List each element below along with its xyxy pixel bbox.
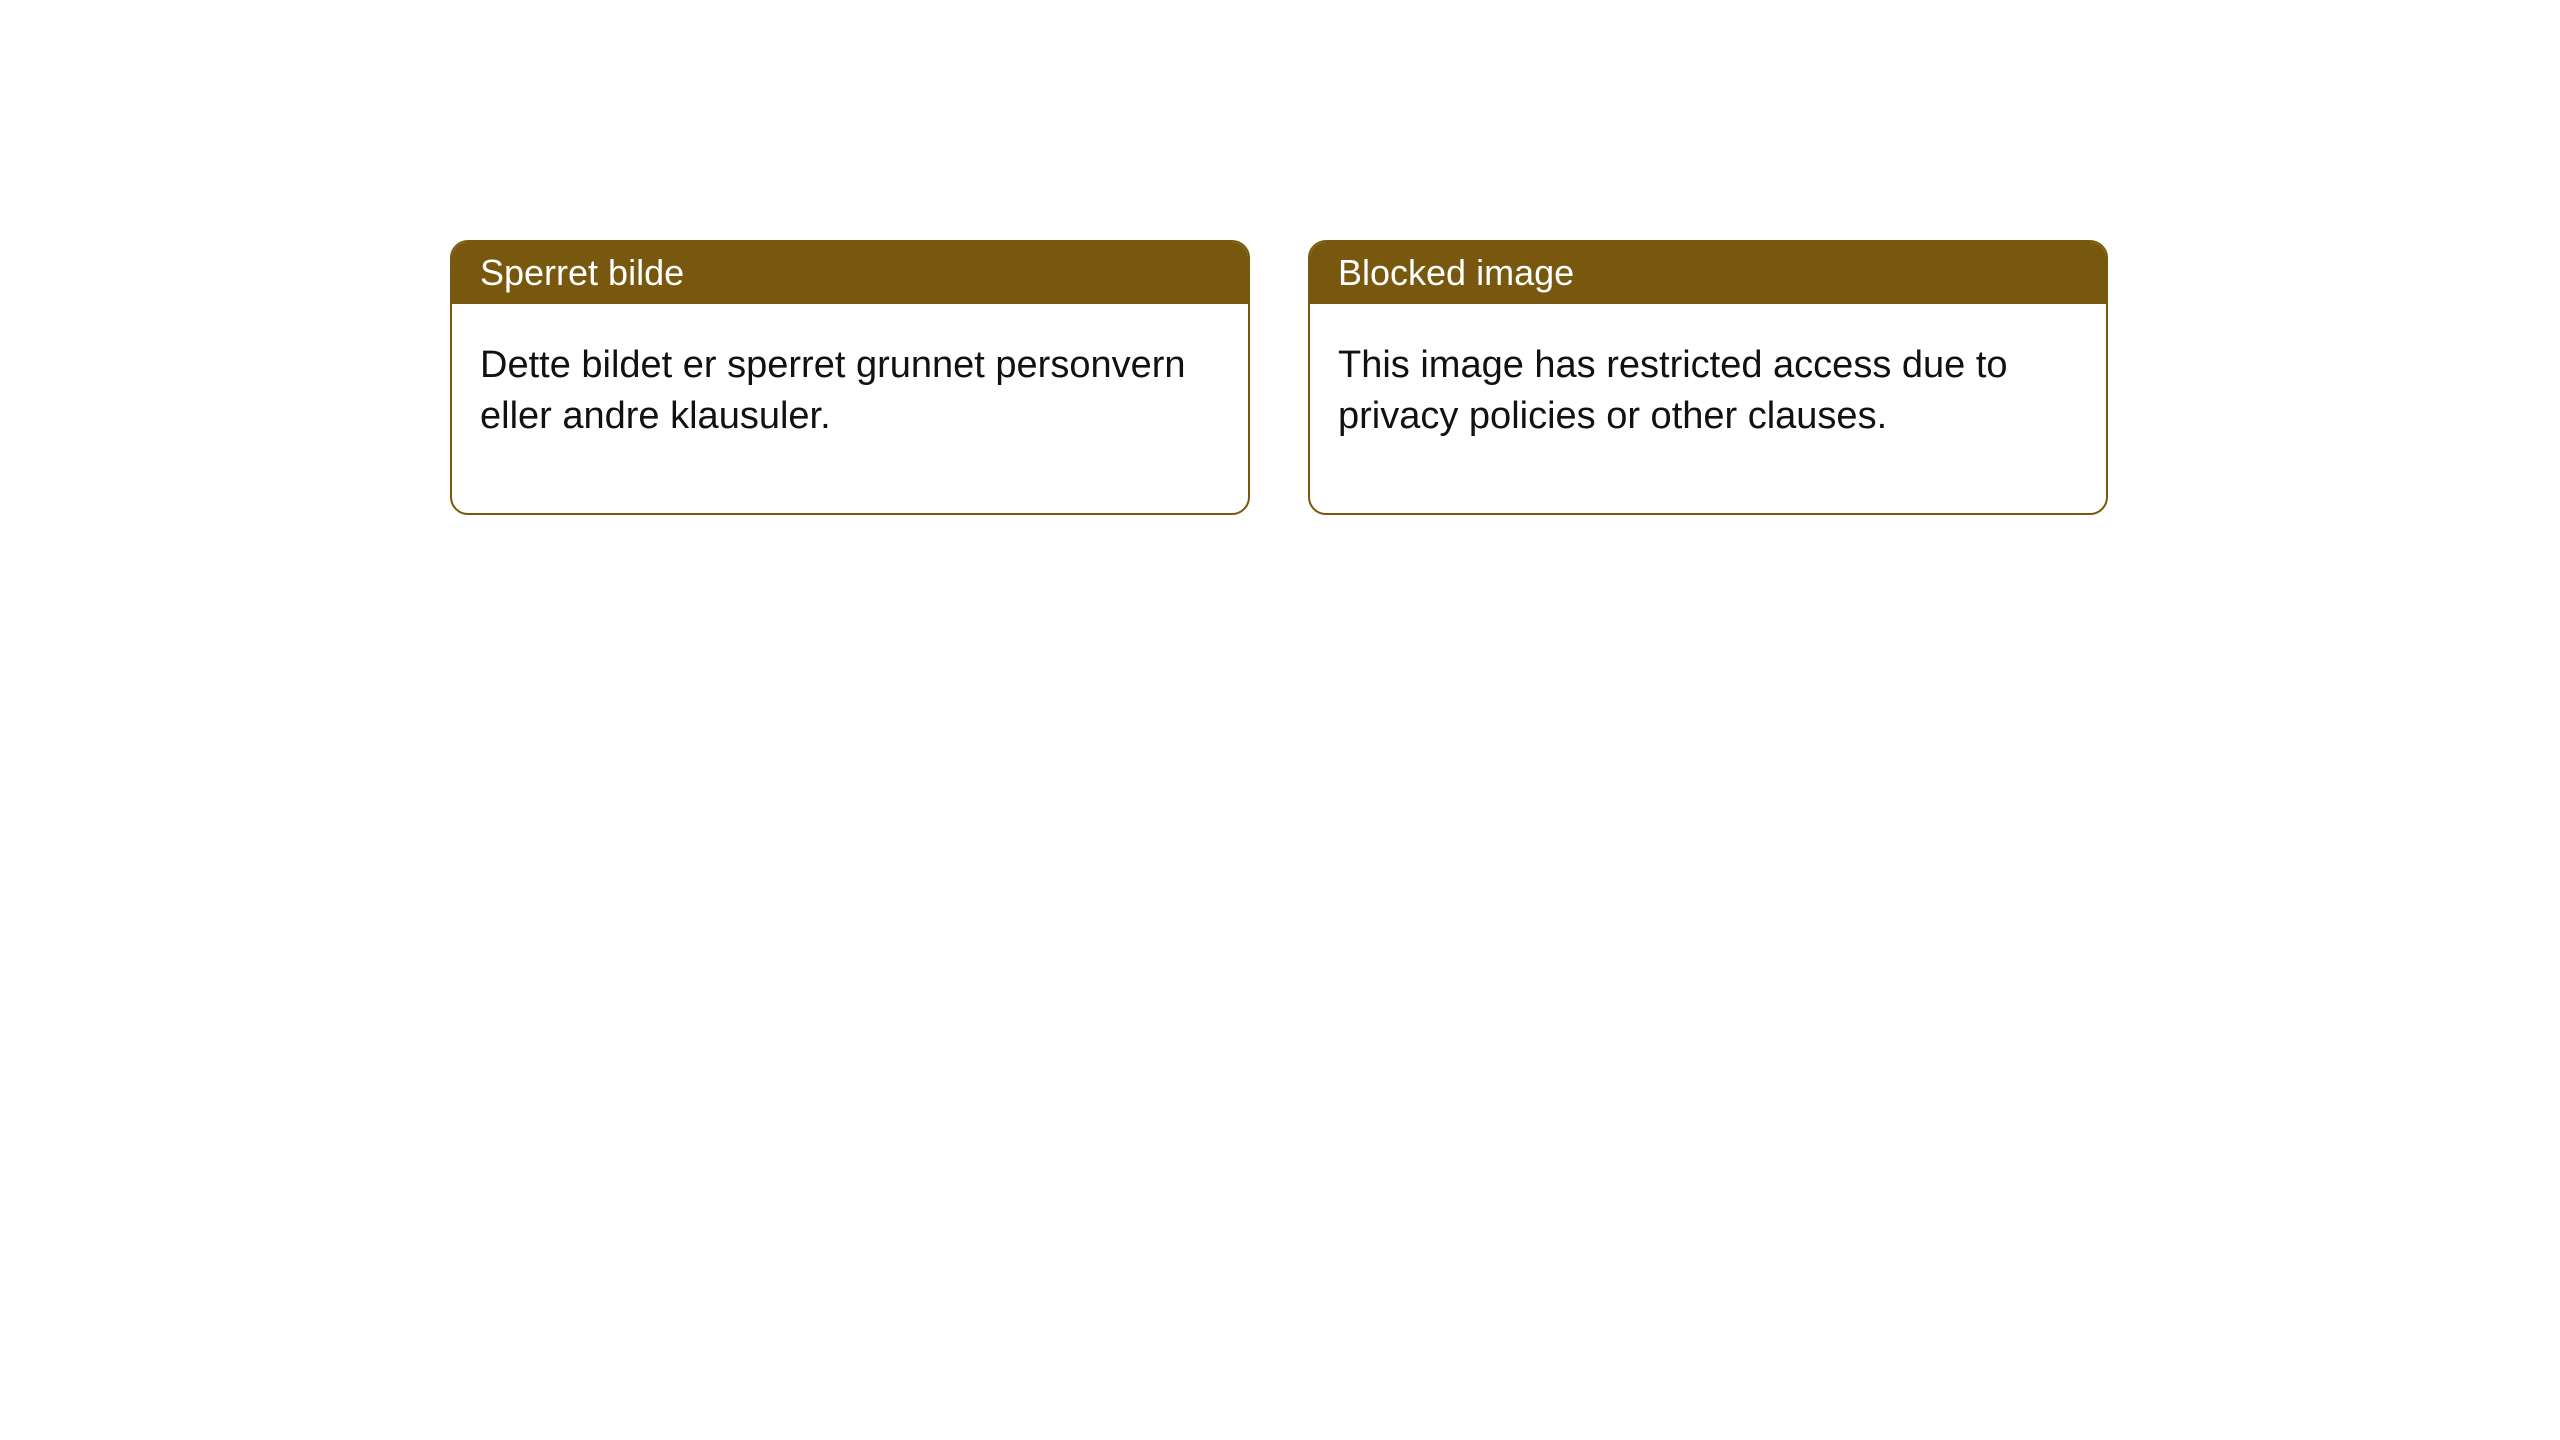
notice-title: Sperret bilde: [480, 252, 684, 293]
notice-body-text: This image has restricted access due to …: [1338, 344, 2008, 437]
notice-body: Dette bildet er sperret grunnet personve…: [452, 304, 1248, 513]
notice-body: This image has restricted access due to …: [1310, 304, 2106, 513]
notice-box-english: Blocked image This image has restricted …: [1308, 240, 2108, 515]
notice-title: Blocked image: [1338, 252, 1574, 293]
notice-box-norwegian: Sperret bilde Dette bildet er sperret gr…: [450, 240, 1250, 515]
notice-header: Sperret bilde: [452, 242, 1248, 304]
notice-container: Sperret bilde Dette bildet er sperret gr…: [450, 240, 2108, 515]
notice-header: Blocked image: [1310, 242, 2106, 304]
notice-body-text: Dette bildet er sperret grunnet personve…: [480, 344, 1186, 437]
